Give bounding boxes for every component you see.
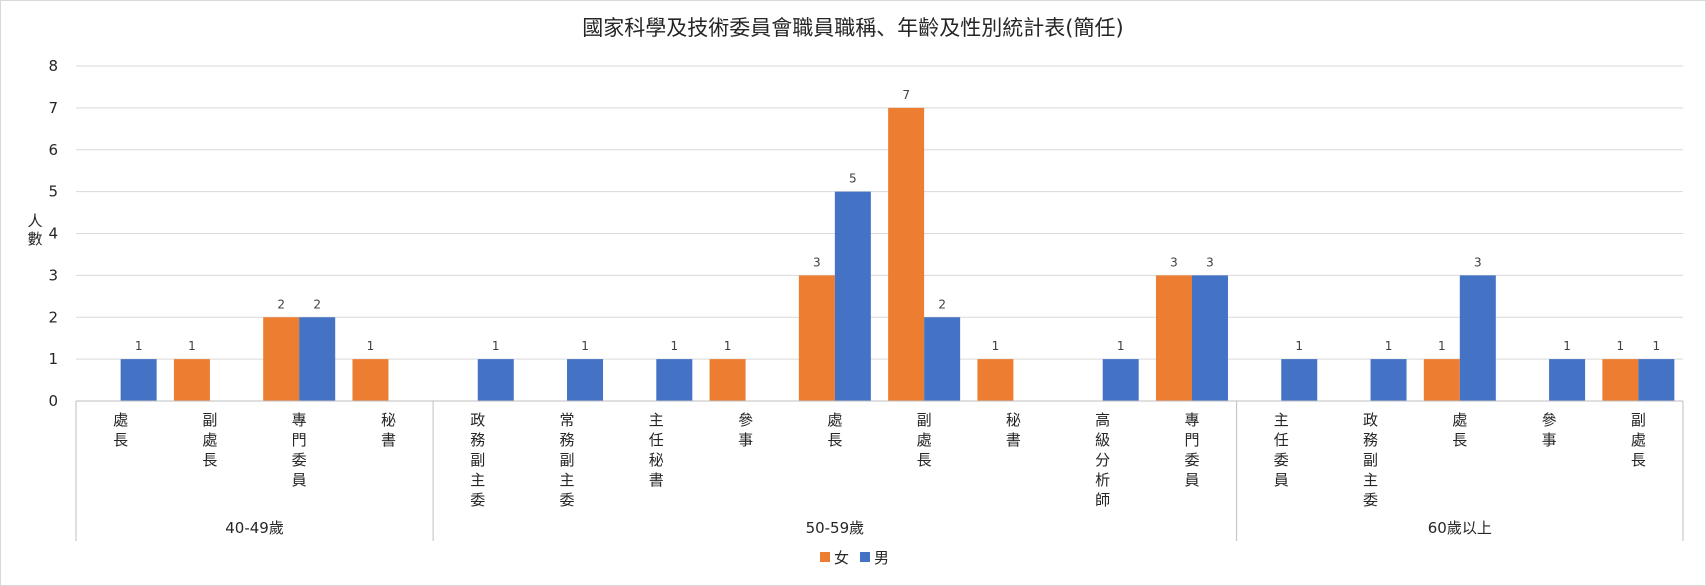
bar-female xyxy=(977,359,1014,401)
bar-male xyxy=(1281,359,1318,401)
data-label: 1 xyxy=(135,339,143,353)
data-label: 3 xyxy=(1170,255,1178,269)
y-ticks-layer: 0 1 2 3 4 5 6 7 8 xyxy=(48,57,58,410)
legend-swatch xyxy=(820,552,830,562)
x-tick-label: 專門委員 xyxy=(292,411,307,489)
bar-female xyxy=(709,359,746,401)
y-tick-label: 6 xyxy=(48,141,58,159)
bar-male xyxy=(656,359,693,401)
data-label: 1 xyxy=(670,339,678,353)
x-axis-layer: 處長 副處長 專門委員 秘書 政務副主委 常務副主委 主任秘書 參事 處長 副處長 秘書 高級分析師 專… xyxy=(75,400,1684,541)
x-tick-label: 秘書 xyxy=(1006,411,1021,449)
data-label: 7 xyxy=(902,88,910,102)
legend-label: 男 xyxy=(874,549,889,567)
data-label: 1 xyxy=(724,339,732,353)
bar-male xyxy=(299,317,336,401)
data-label: 1 xyxy=(1563,339,1571,353)
data-label: 1 xyxy=(581,339,589,353)
bar-male xyxy=(1549,359,1586,401)
x-tick-label: 副處長 xyxy=(1631,411,1646,469)
bar-male xyxy=(834,191,871,401)
y-tick-label: 3 xyxy=(48,266,58,284)
bar-female xyxy=(352,359,389,401)
bar-male xyxy=(1459,275,1496,401)
bar-female xyxy=(888,107,925,401)
bar-male xyxy=(1370,359,1407,401)
x-tick-label: 副處長 xyxy=(202,411,217,469)
data-label: 1 xyxy=(1617,339,1625,353)
x-tick-label: 副處長 xyxy=(917,411,932,469)
x-tick-label: 常務副主委 xyxy=(560,411,575,509)
data-label: 2 xyxy=(277,297,285,311)
y-tick-label: 2 xyxy=(48,308,58,326)
chart-title: 國家科學及技術委員會職員職稱、年齡及性別統計表(簡任) xyxy=(582,16,1123,40)
y-tick-label: 8 xyxy=(48,57,58,75)
data-label: 3 xyxy=(813,255,821,269)
bar-male xyxy=(924,317,961,401)
data-label: 1 xyxy=(367,339,375,353)
data-label: 2 xyxy=(313,297,321,311)
data-label: 1 xyxy=(188,339,196,353)
group-label: 40-49歲 xyxy=(225,519,284,537)
bar-female xyxy=(1602,359,1639,401)
bar-female xyxy=(173,359,210,401)
y-tick-label: 5 xyxy=(48,183,58,201)
data-label: 3 xyxy=(1474,255,1482,269)
x-tick-label: 參事 xyxy=(1542,411,1557,449)
data-label: 1 xyxy=(992,339,1000,353)
data-label: 1 xyxy=(1117,339,1125,353)
data-label: 1 xyxy=(1385,339,1393,353)
legend: 女男 xyxy=(820,549,889,567)
bar-female xyxy=(798,275,835,401)
y-tick-label: 4 xyxy=(48,225,58,243)
group-label: 50-59歲 xyxy=(806,519,865,537)
y-tick-label: 0 xyxy=(48,392,58,410)
bar-male xyxy=(1102,359,1139,401)
bar-female xyxy=(1423,359,1460,401)
data-label: 1 xyxy=(1438,339,1446,353)
y-tick-label: 1 xyxy=(48,350,58,368)
bars-layer xyxy=(120,107,1675,401)
x-tick-label: 處長 xyxy=(827,411,842,449)
x-tick-label: 處長 xyxy=(1452,411,1467,449)
y-axis-label: 人數 xyxy=(27,212,42,248)
grid-layer xyxy=(76,65,1683,360)
legend-swatch xyxy=(860,552,870,562)
data-label: 1 xyxy=(1653,339,1661,353)
group-label: 60歲以上 xyxy=(1428,519,1492,537)
x-tick-label: 處長 xyxy=(113,411,128,449)
x-tick-label: 參事 xyxy=(738,411,753,449)
data-label: 5 xyxy=(849,172,857,186)
data-label: 3 xyxy=(1206,255,1214,269)
x-tick-label: 主任秘書 xyxy=(649,411,664,489)
bar-male xyxy=(477,359,514,401)
data-label: 1 xyxy=(1295,339,1303,353)
bar-male xyxy=(1191,275,1228,401)
bar-male xyxy=(567,359,604,401)
x-tick-label: 秘書 xyxy=(381,411,396,449)
data-label: 1 xyxy=(492,339,500,353)
bar-female xyxy=(263,317,300,401)
x-tick-label: 政務副主委 xyxy=(1363,411,1378,509)
data-label: 2 xyxy=(938,297,946,311)
legend-label: 女 xyxy=(834,549,849,567)
bar-male xyxy=(120,359,157,401)
x-tick-label: 高級分析師 xyxy=(1095,411,1110,509)
x-tick-label: 政務副主委 xyxy=(470,411,485,509)
bar-male xyxy=(1638,359,1675,401)
x-tick-label: 主任委員 xyxy=(1274,411,1289,489)
bar-female xyxy=(1155,275,1192,401)
y-tick-label: 7 xyxy=(48,99,58,117)
x-tick-label: 專門委員 xyxy=(1184,411,1199,489)
